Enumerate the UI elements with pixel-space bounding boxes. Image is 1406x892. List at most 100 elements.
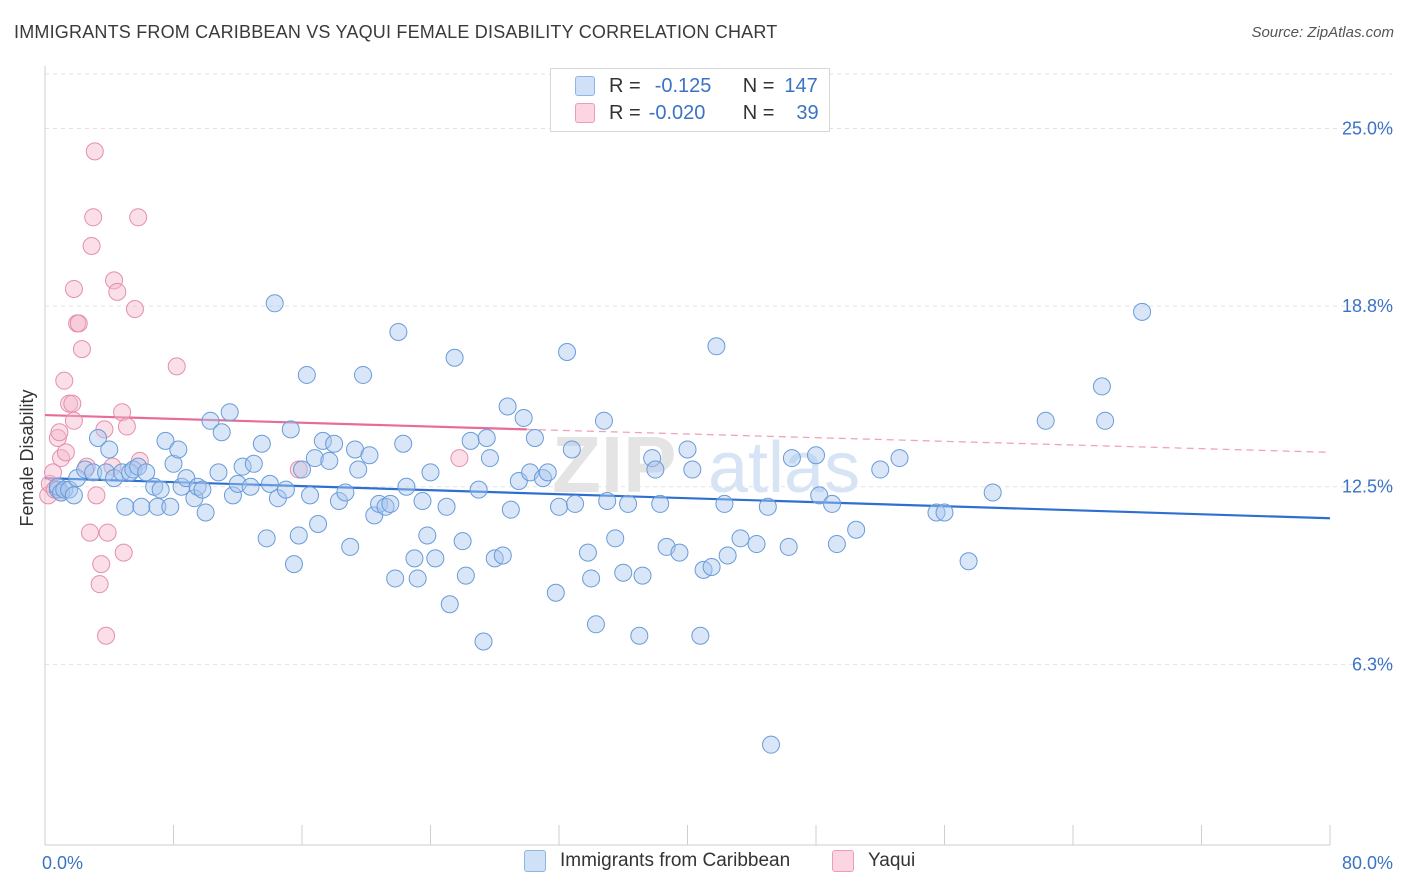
caribbean-point [480, 449, 499, 468]
caribbean-point [244, 454, 263, 473]
caribbean-point [223, 486, 242, 505]
caribbean-point [566, 494, 585, 513]
caribbean-point [807, 446, 825, 465]
yaqui-point [63, 394, 82, 413]
legend-n-value: 147 [784, 74, 818, 97]
caribbean-point [779, 537, 798, 556]
legend-row-caribbean: R = -0.125 N = 147 [575, 73, 818, 99]
legend-r-value: -0.125 [654, 74, 712, 97]
caribbean-point [461, 431, 480, 450]
caribbean-point [683, 460, 702, 479]
caribbean-point [651, 494, 670, 513]
caribbean-point [164, 454, 183, 473]
caribbean-point [386, 569, 405, 588]
caribbean-point [116, 497, 135, 516]
yaqui-point [125, 300, 144, 319]
caribbean-point [558, 343, 577, 362]
caribbean-point [619, 494, 638, 513]
caribbean-point [89, 429, 108, 448]
x-tick-label-min: 0.0% [42, 853, 83, 873]
yaqui-point [87, 486, 106, 505]
caribbean-point [525, 429, 544, 448]
caribbean-point [538, 463, 557, 482]
legend-n-label: N = [742, 101, 775, 124]
caribbean-point [678, 440, 697, 459]
caribbean-point [477, 429, 496, 448]
caribbean-point [260, 474, 279, 493]
legend-row-yaqui: R = -0.020 N = 39 [575, 100, 819, 126]
caribbean-point [418, 526, 437, 545]
caribbean-point [578, 543, 597, 562]
caribbean-point [354, 365, 373, 384]
y-tick-label: 25.0% [1342, 118, 1393, 138]
caribbean-point [827, 535, 846, 554]
caribbean-point [469, 480, 488, 499]
legend-swatch-caribbean [575, 76, 595, 96]
watermark: ZIP atlas [552, 420, 860, 509]
caribbean-point [582, 569, 601, 588]
caribbean-point [426, 549, 445, 568]
caribbean-point [376, 497, 395, 516]
caribbean-point [731, 529, 750, 548]
caribbean-point [336, 483, 355, 502]
caribbean-point [606, 529, 625, 548]
caribbean-point [193, 480, 212, 499]
caribbean-point [132, 497, 151, 516]
caribbean-point [301, 486, 320, 505]
caribbean-point [220, 403, 239, 422]
yaqui-point [92, 555, 111, 574]
yaqui-point [50, 423, 69, 442]
caribbean-point [445, 348, 464, 367]
caribbean-point [284, 555, 303, 574]
caribbean-point [325, 434, 344, 453]
correlation-legend: R = -0.125 N = 147 R = -0.020 N = 39 [550, 68, 830, 132]
yaqui-point [55, 371, 74, 390]
series-label-caribbean: Immigrants from Caribbean [560, 850, 791, 871]
caribbean-point [233, 457, 252, 476]
caribbean-point [389, 322, 408, 341]
caribbean-point [320, 451, 339, 470]
caribbean-point [408, 569, 427, 588]
caribbean-point [594, 411, 613, 430]
series-legend: Immigrants from Caribbean Yaqui [0, 850, 1406, 880]
yaqui-point [82, 236, 101, 255]
caribbean-point [84, 463, 103, 482]
caribbean-point [360, 446, 379, 465]
caribbean-point [614, 563, 633, 582]
legend-swatch-yaqui [575, 103, 595, 123]
yaqui-point [64, 411, 83, 430]
caribbean-point [935, 503, 954, 522]
caribbean-point [453, 532, 472, 551]
caribbean-point [305, 449, 324, 468]
caribbean-point [871, 460, 890, 479]
yaqui-point [52, 449, 71, 468]
caribbean-point [643, 449, 662, 468]
yaqui-point [84, 208, 103, 227]
caribbean-point [762, 735, 781, 754]
caribbean-point [297, 365, 316, 384]
caribbean-point [456, 566, 475, 585]
yaqui-point [64, 279, 83, 298]
yaqui-trend-extension [526, 428, 1331, 453]
caribbean-point [562, 440, 581, 459]
caribbean-point [707, 337, 726, 356]
caribbean-point [148, 497, 167, 516]
caribbean-point [633, 566, 652, 585]
caribbean-point [440, 595, 459, 614]
caribbean-point [1036, 411, 1055, 430]
caribbean-point [156, 431, 175, 450]
caribbean-point [209, 463, 228, 482]
caribbean-point [498, 397, 517, 416]
series-legend-caribbean: Immigrants from Caribbean [524, 850, 790, 872]
caribbean-point [100, 440, 119, 459]
yaqui-point [56, 443, 75, 462]
caribbean-point [493, 546, 512, 565]
caribbean-point [474, 632, 493, 651]
caribbean-point [188, 477, 207, 496]
yaqui-point [69, 314, 88, 333]
y-tick-label: 18.8% [1342, 296, 1393, 316]
caribbean-point [670, 543, 689, 562]
caribbean-point [212, 423, 231, 442]
caribbean-point [313, 431, 332, 450]
series-swatch-yaqui [832, 850, 854, 872]
